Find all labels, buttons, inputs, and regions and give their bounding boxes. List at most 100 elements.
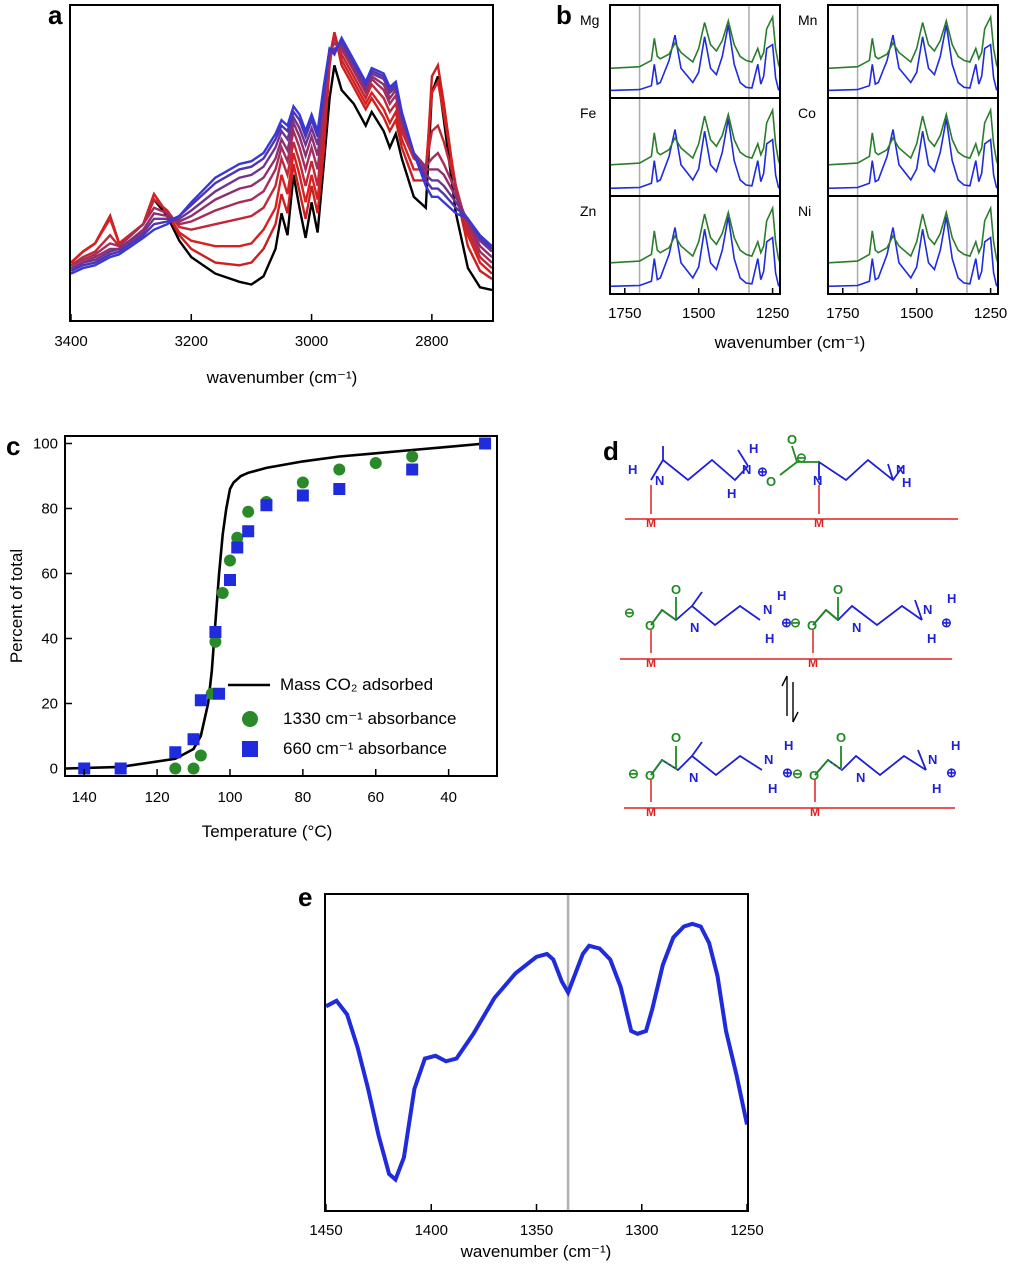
- legend-entry-label: 660 cm⁻¹ absorbance: [283, 739, 447, 758]
- panel-b-subplot-frame: [827, 4, 999, 99]
- panel-b-tick-label: 1250: [756, 305, 789, 322]
- panel-c-legend: Mass CO₂ adsorbed 1330 cm⁻¹ absorbance 660…: [228, 675, 456, 758]
- hydrogen: H: [727, 486, 736, 501]
- minus-charge: ⊖: [792, 766, 803, 781]
- nitrogen: N: [655, 473, 664, 488]
- minus-charge: ⊖: [624, 605, 635, 620]
- oxygen: O: [645, 618, 655, 633]
- panel-c-ytick-label: 40: [41, 631, 58, 648]
- panel-b-green-spectrum: [828, 107, 998, 166]
- panel-a: a 3400 3200 3000 2800 wavenumber (cm⁻¹): [48, 0, 494, 387]
- panel-c-square-point: [406, 463, 419, 476]
- panel-b-metal-label: Ni: [798, 203, 811, 219]
- panel-c-circle-point: [333, 463, 346, 476]
- panel-a-spectrum-7: [71, 38, 492, 272]
- hydrogen: H: [777, 588, 786, 603]
- hydrogen: H: [784, 738, 793, 753]
- oxygen: O: [833, 582, 843, 597]
- panel-b-subplots: Mg Mn Fe Co Zn Ni: [580, 4, 999, 295]
- panel-b-green-spectrum: [828, 205, 998, 264]
- legend-circle-marker: [242, 711, 258, 727]
- panel-c-square-point: [479, 437, 492, 450]
- panel-b-green-spectrum: [610, 14, 780, 70]
- panel-c-square-point: [209, 626, 222, 638]
- panel-e-frame: [324, 893, 749, 1212]
- panel-e-letter: e: [298, 882, 312, 912]
- nitrogen: N: [852, 620, 861, 635]
- panel-a-spectrum-6: [71, 41, 492, 270]
- equilibrium-arrows: [781, 675, 799, 723]
- scheme-row-1: M M N H N H H ⊕ N O O ⊖ N H: [625, 432, 958, 530]
- panel-b-blue-spectrum: [828, 24, 998, 92]
- nitrogen: N: [742, 462, 751, 477]
- panel-c-square-point: [260, 499, 273, 512]
- panel-c-xtick-label: 40: [440, 789, 457, 806]
- nitrogen: N: [690, 620, 699, 635]
- panel-c-circle-point: [369, 457, 382, 469]
- panel-e-tick-label: 1400: [415, 1222, 448, 1239]
- minus-charge: ⊖: [796, 450, 807, 465]
- panel-a-spectra: [71, 32, 492, 292]
- panel-b-subplot-frame: [827, 195, 999, 295]
- panel-b-green-spectrum: [828, 14, 998, 70]
- panel-c-square-point: [223, 574, 236, 586]
- panel-c-frame: [64, 435, 498, 777]
- panel-e: e 1450 1400 1350 1300 1250 wavenumber (cm⁻¹): [298, 882, 764, 1261]
- panel-b-subplot-Mn: Mn: [798, 4, 999, 99]
- panel-b-tick-label: 1500: [682, 305, 715, 322]
- nitrogen: N: [763, 602, 772, 617]
- panel-e-plot: [326, 895, 747, 1210]
- panel-c-square-point: [242, 525, 255, 538]
- oxygen: O: [807, 618, 817, 633]
- panel-c-ytick-label: 20: [41, 696, 58, 713]
- panel-b-blue-spectrum: [610, 24, 780, 92]
- panel-c-circle-point: [406, 450, 419, 463]
- panel-c-plot: [65, 437, 492, 775]
- panel-a-tick-label: 3400: [54, 333, 87, 350]
- panel-e-x-axis: 1450 1400 1350 1300 1250: [309, 1204, 764, 1239]
- panel-c-ytick-label: 60: [41, 566, 58, 583]
- panel-e-tick-label: 1450: [309, 1222, 342, 1239]
- panel-c-ytick-label: 80: [41, 501, 58, 518]
- panel-e-tick-label: 1300: [625, 1222, 658, 1239]
- panel-c-circle-point: [169, 762, 182, 775]
- panel-c-xtick-label: 100: [217, 789, 242, 806]
- panel-c-xtick-label: 140: [72, 789, 97, 806]
- nitrogen: N: [856, 770, 865, 785]
- hydrogen: H: [749, 441, 758, 456]
- hydrogen: H: [902, 475, 911, 490]
- panel-c-xtick-label: 120: [145, 789, 170, 806]
- panel-c-circle-point: [209, 635, 222, 648]
- panel-b-blue-spectrum: [610, 118, 780, 190]
- panel-b-subplot-Zn: Zn: [580, 195, 781, 295]
- panel-b-subplot-frame: [827, 97, 999, 197]
- plus-charge: ⊕: [782, 765, 793, 780]
- metal-site: M: [814, 516, 824, 530]
- panel-c-circle-point: [194, 749, 207, 762]
- panel-c-square-point: [78, 762, 91, 775]
- panel-c-circle-point: [296, 476, 309, 489]
- oxygen: O: [671, 582, 681, 597]
- panel-e-tick-label: 1350: [520, 1222, 553, 1239]
- oxygen: O: [787, 432, 797, 447]
- oxygen: O: [766, 474, 776, 489]
- panel-c-ytick-label: 0: [50, 761, 58, 778]
- panel-b-subplot-frame: [609, 195, 781, 295]
- panel-a-tick-label: 3200: [175, 333, 208, 350]
- hydrogen: H: [768, 781, 777, 796]
- panel-a-x-axis: 3400 3200 3000 2800: [54, 314, 449, 350]
- panel-b-subplot-Co: Co: [798, 97, 999, 197]
- nitrogen: N: [813, 473, 822, 488]
- panel-c: c 140 120 100 80 60 40 0 20 40 60 80 100 Temperatur…: [6, 431, 498, 841]
- panel-a-frame: [69, 4, 494, 322]
- panel-b-green-spectrum: [610, 205, 780, 264]
- hydrogen: H: [927, 631, 936, 646]
- plus-charge: ⊕: [946, 765, 957, 780]
- panel-a-tick-label: 2800: [415, 333, 448, 350]
- panel-a-spectrum-3: [71, 34, 492, 269]
- panel-b-x-axis: 1750 1500 1250 1750 1500 1250: [608, 288, 1007, 322]
- panel-b-blue-spectrum: [610, 216, 780, 288]
- panel-b-tick-label: 1750: [826, 305, 859, 322]
- panel-b-metal-label: Fe: [580, 105, 597, 121]
- oxygen: O: [645, 768, 655, 783]
